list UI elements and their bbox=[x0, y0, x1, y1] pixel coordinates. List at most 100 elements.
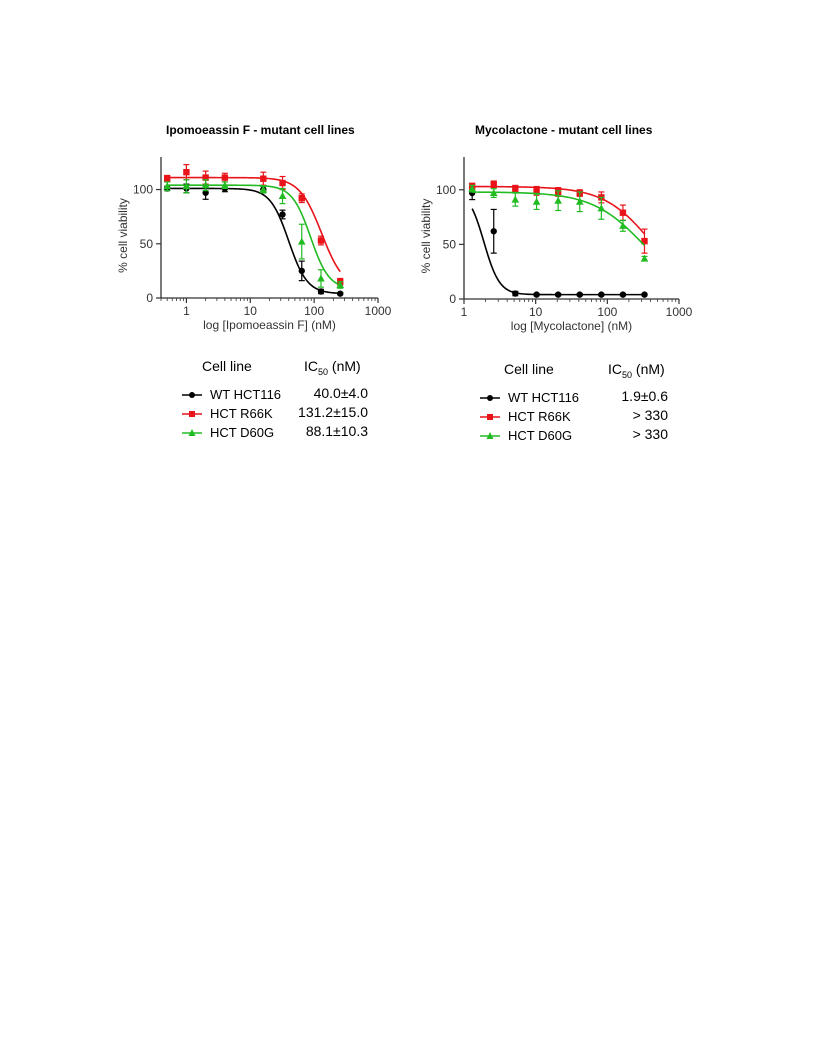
data-point bbox=[298, 195, 305, 202]
legend-marker-triangle bbox=[182, 428, 202, 436]
legend-header-ic50: IC50 (nM) bbox=[608, 361, 665, 380]
ic50-label: IC bbox=[304, 358, 318, 374]
data-point bbox=[221, 174, 229, 181]
data-point bbox=[337, 290, 344, 297]
ic50-subscript: 50 bbox=[318, 366, 329, 377]
data-point bbox=[259, 185, 268, 193]
legend-ic50-value: > 330 bbox=[632, 407, 668, 423]
x-tick-label: 1 bbox=[183, 304, 190, 318]
mycolactone-viability-plot: 0 50 100 1 10 100 1000 log [Mycolactone] (nM) % … bbox=[419, 157, 693, 333]
data-point bbox=[298, 267, 305, 275]
data-point bbox=[511, 195, 520, 203]
x-tick-label: 1000 bbox=[666, 305, 693, 319]
data-point bbox=[641, 237, 648, 245]
data-point bbox=[597, 204, 606, 212]
legend-ic50-value: 88.1±10.3 bbox=[305, 423, 368, 439]
data-point bbox=[202, 174, 209, 181]
y-tick-label: 0 bbox=[449, 292, 456, 306]
legend-header-ic50: IC50 (nM) bbox=[304, 358, 361, 377]
legend-marker-circle bbox=[182, 391, 202, 398]
legend-row-hct-r66k: HCT R66K bbox=[478, 409, 571, 424]
y-tick-label: 100 bbox=[133, 183, 153, 197]
data-point bbox=[490, 228, 497, 235]
ipomoeassin-viability-plot: 0 50 100 1 10 100 1000 log [Ipomoeassin F] (nM)… bbox=[116, 157, 392, 332]
legend-marker-square bbox=[480, 413, 500, 420]
chart-title-ipomoeassin: Ipomoeassin F - mutant cell lines bbox=[166, 123, 355, 137]
legend-row-hct-d60g: HCT D60G bbox=[478, 428, 572, 443]
y-axis-label: % cell viability bbox=[419, 199, 433, 274]
data-point bbox=[183, 168, 190, 176]
y-tick-label: 50 bbox=[140, 237, 154, 251]
legend-series-name: HCT R66K bbox=[508, 409, 571, 424]
legend-row-hct-r66k: HCT R66K bbox=[180, 406, 273, 421]
data-point bbox=[317, 237, 325, 244]
legend-series-name: HCT D60G bbox=[210, 425, 275, 440]
series-hct-d60g bbox=[163, 179, 345, 289]
ic50-unit: (nM) bbox=[632, 361, 665, 377]
data-point bbox=[163, 175, 171, 182]
data-point bbox=[532, 197, 541, 205]
data-point bbox=[512, 185, 519, 192]
y-axis-label: % cell viability bbox=[116, 198, 130, 273]
y-tick-label: 100 bbox=[436, 183, 456, 197]
legend-series-name: HCT R66K bbox=[210, 406, 273, 421]
x-axis-label: log [Mycolactone] (nM) bbox=[511, 319, 632, 333]
series-hct-r66k bbox=[163, 163, 344, 286]
legend-ic50-value: 131.2±15.0 bbox=[298, 404, 368, 420]
data-point bbox=[576, 291, 583, 298]
x-tick-label: 10 bbox=[529, 305, 543, 319]
data-point bbox=[533, 291, 540, 298]
x-tick-label: 100 bbox=[597, 305, 617, 319]
data-point bbox=[533, 187, 540, 195]
data-point bbox=[201, 181, 210, 189]
ic50-unit: (nM) bbox=[328, 358, 361, 374]
legend-row-wt-hct116: WT HCT116 bbox=[478, 390, 579, 405]
data-point bbox=[297, 237, 306, 245]
data-point bbox=[619, 291, 627, 298]
series-wt-hct116 bbox=[468, 185, 648, 298]
data-point bbox=[490, 181, 497, 188]
ic50-label: IC bbox=[608, 361, 622, 377]
x-tick-label: 1000 bbox=[365, 304, 392, 318]
legend-ic50-value: > 330 bbox=[632, 426, 668, 442]
fit-curve bbox=[167, 184, 341, 286]
data-point bbox=[640, 254, 649, 262]
legend-series-name: WT HCT116 bbox=[210, 387, 282, 402]
data-point bbox=[619, 221, 627, 229]
legend-series-name: HCT D60G bbox=[508, 428, 573, 443]
data-point bbox=[554, 291, 562, 298]
legend-header-cell-line: Cell line bbox=[202, 358, 252, 374]
data-point bbox=[598, 291, 605, 298]
y-tick-label: 50 bbox=[443, 237, 457, 251]
legend-marker-triangle bbox=[480, 431, 500, 439]
series-wt-hct116 bbox=[163, 183, 344, 297]
data-point bbox=[279, 179, 286, 187]
data-point bbox=[260, 175, 267, 182]
data-point bbox=[221, 181, 229, 189]
legend-series-name: WT HCT116 bbox=[508, 390, 580, 405]
data-point bbox=[641, 291, 648, 298]
data-point bbox=[182, 182, 191, 190]
fit-curve bbox=[167, 187, 341, 295]
data-point bbox=[512, 290, 519, 297]
x-tick-label: 100 bbox=[304, 304, 324, 318]
data-point bbox=[619, 209, 627, 216]
series-hct-d60g bbox=[468, 184, 649, 262]
data-point bbox=[279, 211, 286, 218]
chart-title-mycolactone: Mycolactone - mutant cell lines bbox=[475, 123, 653, 137]
data-point bbox=[336, 280, 345, 288]
data-point bbox=[468, 184, 476, 192]
fit-curve bbox=[167, 176, 341, 273]
legend-marker-square bbox=[182, 410, 202, 417]
y-tick-label: 0 bbox=[146, 291, 153, 305]
legend-marker-circle bbox=[480, 394, 500, 401]
data-point bbox=[163, 182, 171, 190]
legend-ic50-value: 40.0±4.0 bbox=[313, 385, 368, 401]
data-point bbox=[317, 288, 325, 295]
legend-row-hct-d60g: HCT D60G bbox=[180, 425, 274, 440]
x-tick-label: 10 bbox=[244, 304, 258, 318]
x-axis-label: log [Ipomoeassin F] (nM) bbox=[203, 318, 336, 332]
data-point bbox=[278, 192, 287, 200]
legend-ic50-value: 1.9±0.6 bbox=[621, 388, 668, 404]
x-tick-label: 1 bbox=[461, 305, 468, 319]
